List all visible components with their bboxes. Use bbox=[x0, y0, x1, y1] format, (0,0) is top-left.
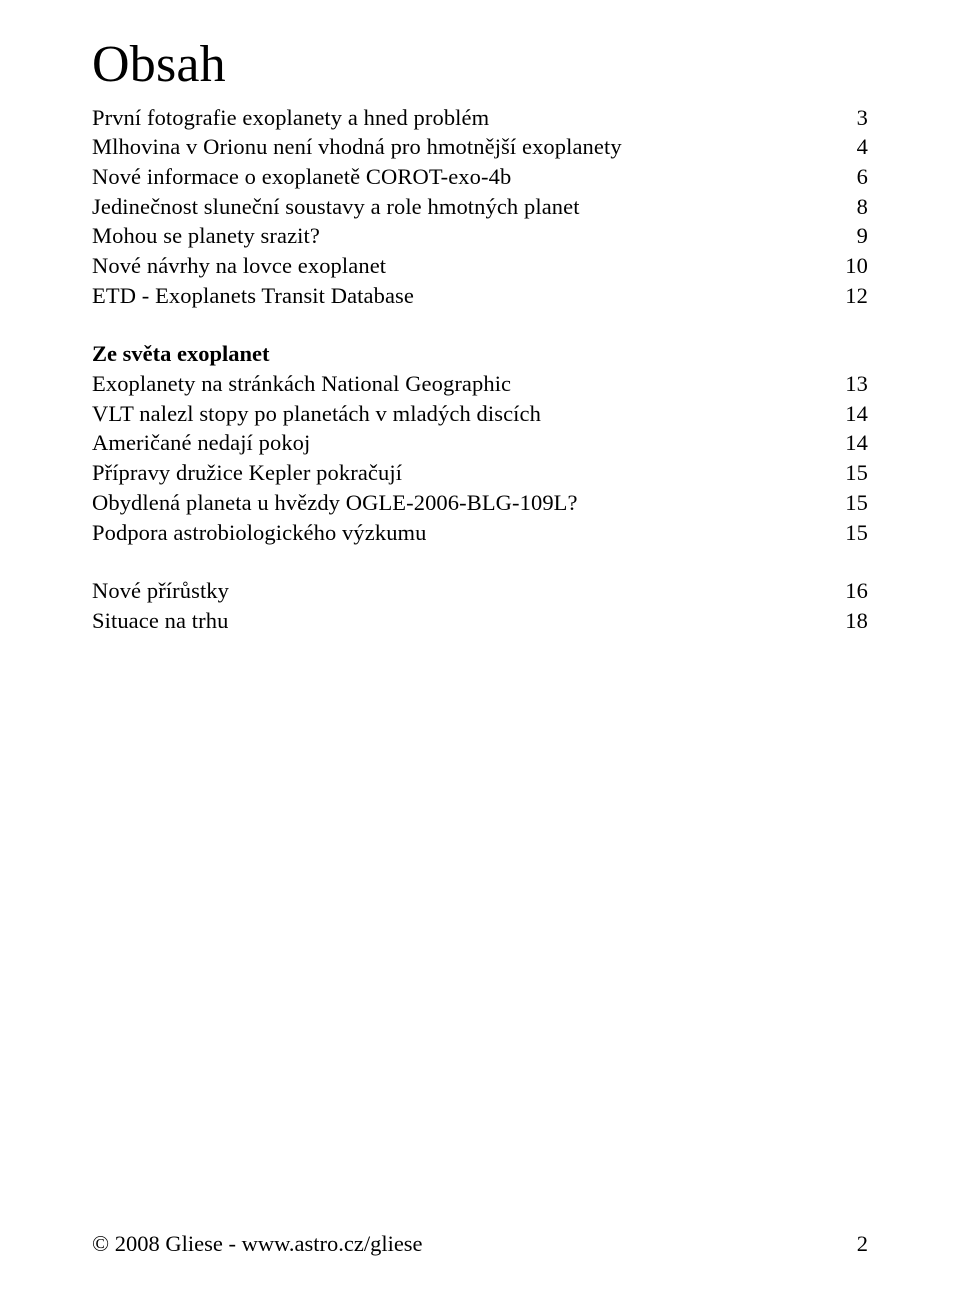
toc-entry-page: 10 bbox=[834, 251, 868, 281]
toc-entry-title: Mlhovina v Orionu není vhodná pro hmotně… bbox=[92, 132, 834, 162]
toc-entry-page: 14 bbox=[834, 428, 868, 458]
page: Obsah První fotografie exoplanety a hned… bbox=[0, 0, 960, 1313]
toc-entry: Nové přírůstky 16 bbox=[92, 576, 868, 606]
toc-entry-page: 15 bbox=[834, 488, 868, 518]
toc-entry: Jedinečnost sluneční soustavy a role hmo… bbox=[92, 192, 868, 222]
footer-copyright: © 2008 Gliese - www.astro.cz/gliese bbox=[92, 1231, 423, 1257]
toc-entry: Američané nedají pokoj 14 bbox=[92, 428, 868, 458]
toc-entry-title: Obydlená planeta u hvězdy OGLE-2006-BLG-… bbox=[92, 488, 834, 518]
toc-entry-title: ETD - Exoplanets Transit Database bbox=[92, 281, 834, 311]
toc-entry: Obydlená planeta u hvězdy OGLE-2006-BLG-… bbox=[92, 488, 868, 518]
toc-entry-page: 16 bbox=[834, 576, 868, 606]
toc-entry-page: 3 bbox=[834, 103, 868, 133]
toc-entry-title: Mohou se planety srazit? bbox=[92, 221, 834, 251]
page-footer: © 2008 Gliese - www.astro.cz/gliese 2 bbox=[92, 1231, 868, 1257]
toc-entry-page: 14 bbox=[834, 399, 868, 429]
toc-entry-page: 13 bbox=[834, 369, 868, 399]
toc-entry-page: 18 bbox=[834, 606, 868, 636]
toc-entry: Situace na trhu 18 bbox=[92, 606, 868, 636]
toc-entry-page: 4 bbox=[834, 132, 868, 162]
toc-entry-title: Exoplanety na stránkách National Geograp… bbox=[92, 369, 834, 399]
toc-entry-title: Přípravy družice Kepler pokračují bbox=[92, 458, 834, 488]
toc-entry: VLT nalezl stopy po planetách v mladých … bbox=[92, 399, 868, 429]
toc-entry-title: Podpora astrobiologického výzkumu bbox=[92, 518, 834, 548]
toc-entry: První fotografie exoplanety a hned probl… bbox=[92, 103, 868, 133]
toc-entry: ETD - Exoplanets Transit Database 12 bbox=[92, 281, 868, 311]
toc-entry-page: 12 bbox=[834, 281, 868, 311]
toc-block-3: Nové přírůstky 16 Situace na trhu 18 bbox=[92, 576, 868, 635]
toc-section-heading: Ze světa exoplanet bbox=[92, 339, 868, 369]
toc-entry: Nové návrhy na lovce exoplanet 10 bbox=[92, 251, 868, 281]
toc-entry-page: 15 bbox=[834, 458, 868, 488]
toc-block-1: První fotografie exoplanety a hned probl… bbox=[92, 103, 868, 311]
toc-entry-title: Nové návrhy na lovce exoplanet bbox=[92, 251, 834, 281]
toc-entry-title: Jedinečnost sluneční soustavy a role hmo… bbox=[92, 192, 834, 222]
toc-entry: Mlhovina v Orionu není vhodná pro hmotně… bbox=[92, 132, 868, 162]
toc-entry-page: 9 bbox=[834, 221, 868, 251]
toc-entry-title: První fotografie exoplanety a hned probl… bbox=[92, 103, 834, 133]
toc-block-2: Exoplanety na stránkách National Geograp… bbox=[92, 369, 868, 547]
toc-entry-page: 15 bbox=[834, 518, 868, 548]
toc-entry-title: Nové přírůstky bbox=[92, 576, 834, 606]
page-title: Obsah bbox=[92, 38, 868, 93]
toc-entry: Exoplanety na stránkách National Geograp… bbox=[92, 369, 868, 399]
toc-entry-page: 8 bbox=[834, 192, 868, 222]
toc-entry-title: Američané nedají pokoj bbox=[92, 428, 834, 458]
toc-entry-page: 6 bbox=[834, 162, 868, 192]
toc-entry-title: Nové informace o exoplanetě COROT-exo-4b bbox=[92, 162, 834, 192]
toc-entry: Podpora astrobiologického výzkumu 15 bbox=[92, 518, 868, 548]
toc-entry-title: VLT nalezl stopy po planetách v mladých … bbox=[92, 399, 834, 429]
toc-entry: Nové informace o exoplanetě COROT-exo-4b… bbox=[92, 162, 868, 192]
toc-entry: Mohou se planety srazit? 9 bbox=[92, 221, 868, 251]
footer-page-number: 2 bbox=[857, 1231, 868, 1257]
toc-entry: Přípravy družice Kepler pokračují 15 bbox=[92, 458, 868, 488]
toc-entry-title: Situace na trhu bbox=[92, 606, 834, 636]
